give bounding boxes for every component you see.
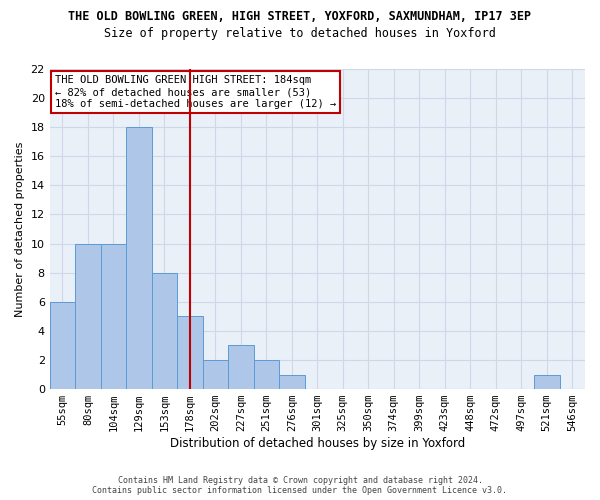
Bar	[50, 302, 75, 389]
Bar	[203, 360, 228, 389]
Bar	[75, 244, 101, 389]
Text: Contains HM Land Registry data © Crown copyright and database right 2024.
Contai: Contains HM Land Registry data © Crown c…	[92, 476, 508, 495]
Bar	[228, 346, 254, 389]
Bar	[152, 272, 177, 389]
Bar	[101, 244, 126, 389]
X-axis label: Distribution of detached houses by size in Yoxford: Distribution of detached houses by size …	[170, 437, 465, 450]
Bar	[534, 374, 560, 389]
Text: THE OLD BOWLING GREEN HIGH STREET: 184sqm
← 82% of detached houses are smaller (: THE OLD BOWLING GREEN HIGH STREET: 184sq…	[55, 76, 336, 108]
Bar	[254, 360, 279, 389]
Bar	[126, 127, 152, 389]
Text: Size of property relative to detached houses in Yoxford: Size of property relative to detached ho…	[104, 28, 496, 40]
Bar	[177, 316, 203, 389]
Bar	[279, 374, 305, 389]
Text: THE OLD BOWLING GREEN, HIGH STREET, YOXFORD, SAXMUNDHAM, IP17 3EP: THE OLD BOWLING GREEN, HIGH STREET, YOXF…	[68, 10, 532, 23]
Y-axis label: Number of detached properties: Number of detached properties	[15, 142, 25, 316]
